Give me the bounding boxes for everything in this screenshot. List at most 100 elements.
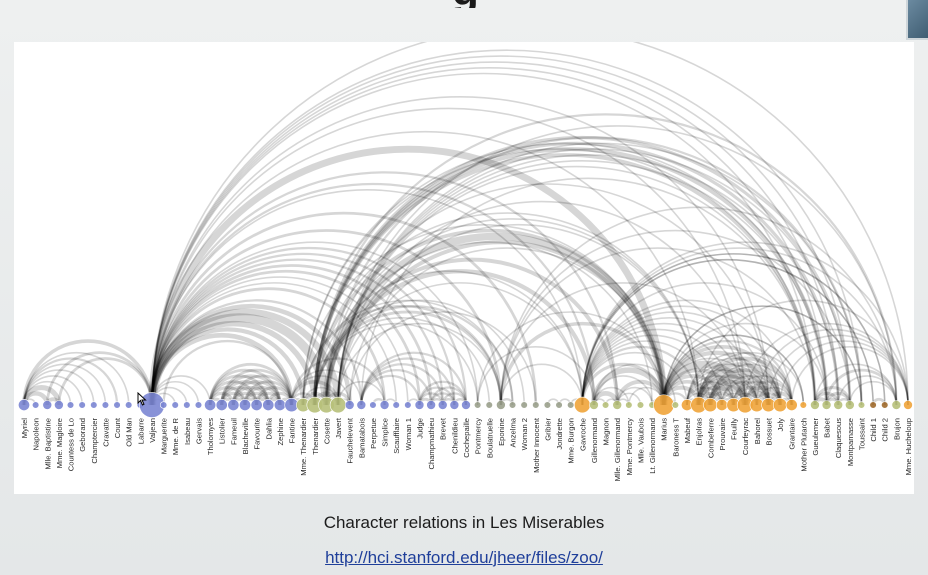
character-node[interactable] [54, 400, 64, 410]
character-label: Gueulemer [811, 418, 820, 456]
character-node[interactable] [426, 400, 436, 410]
character-node[interactable] [799, 401, 807, 409]
arc-link [220, 385, 259, 406]
character-node[interactable] [66, 401, 75, 409]
character-node[interactable] [31, 401, 40, 409]
character-node[interactable] [250, 399, 263, 411]
arc-link [500, 230, 851, 406]
character-node[interactable] [508, 401, 517, 409]
arc-link [744, 322, 909, 406]
arc-link [337, 322, 502, 406]
character-node[interactable] [520, 401, 528, 409]
character-label: Dahlia [264, 417, 273, 439]
character-node[interactable] [78, 401, 86, 409]
arc-link [418, 380, 468, 406]
character-node[interactable] [612, 400, 623, 410]
character-node[interactable] [485, 401, 493, 409]
character-node[interactable] [171, 401, 179, 409]
character-label: Woman 1 [404, 418, 413, 450]
character-node[interactable] [404, 401, 412, 409]
character-label: Perpetue [369, 418, 378, 449]
character-node[interactable] [810, 400, 820, 410]
arc-link [686, 381, 735, 406]
character-node[interactable] [101, 401, 110, 409]
character-node[interactable] [239, 399, 251, 411]
character-node[interactable] [42, 400, 53, 410]
character-node[interactable] [90, 401, 98, 409]
source-link[interactable]: http://hci.stanford.edu/jheer/files/zoo/ [325, 548, 603, 567]
character-node[interactable] [589, 400, 599, 410]
character-node[interactable] [857, 401, 866, 409]
character-node[interactable] [461, 400, 471, 410]
arc-link [581, 334, 723, 406]
character-node[interactable] [703, 397, 718, 413]
character-node[interactable] [772, 397, 788, 413]
character-node[interactable] [555, 401, 563, 409]
character-node[interactable] [369, 401, 377, 409]
arc-link [581, 259, 874, 406]
character-label: Lt. Gillenormand [648, 418, 657, 474]
character-label: Montparnasse [846, 418, 855, 466]
character-node[interactable] [379, 400, 390, 410]
character-node[interactable] [567, 401, 575, 409]
character-node[interactable] [543, 401, 552, 409]
character-label: Mme. Burgon [567, 418, 576, 464]
character-label: Cochepaille [462, 418, 471, 458]
character-node[interactable] [653, 394, 675, 416]
character-node[interactable] [344, 400, 355, 410]
character-node[interactable] [414, 400, 425, 410]
character-node[interactable] [496, 400, 506, 410]
character-node[interactable] [625, 401, 633, 409]
character-node[interactable] [903, 400, 913, 410]
character-node[interactable] [392, 401, 400, 409]
character-node[interactable] [715, 399, 728, 411]
character-node[interactable] [532, 401, 540, 409]
character-node[interactable] [273, 399, 286, 411]
character-label: Enjolras [695, 418, 704, 446]
character-label: Champtercier [90, 418, 99, 464]
arc-link [337, 154, 840, 406]
character-node[interactable] [449, 400, 460, 410]
character-label: Boulatruelle [485, 418, 494, 458]
character-node[interactable] [891, 400, 902, 410]
character-node[interactable] [845, 400, 855, 410]
character-node[interactable] [881, 401, 889, 409]
video-thumbnail[interactable] [906, 0, 928, 40]
character-node[interactable] [833, 400, 844, 410]
character-node[interactable] [356, 400, 367, 410]
arc-link [360, 363, 444, 406]
character-node[interactable] [215, 399, 228, 411]
character-node[interactable] [18, 399, 30, 411]
character-node[interactable] [601, 401, 610, 409]
character-node[interactable] [636, 401, 645, 409]
character-node[interactable] [227, 399, 240, 411]
character-node[interactable] [329, 396, 347, 414]
character-node[interactable] [159, 401, 168, 409]
character-node[interactable] [113, 401, 121, 409]
character-node[interactable] [262, 399, 275, 411]
arc-link [360, 177, 816, 406]
character-label: Mme. Magloire [55, 418, 64, 468]
arc-link [313, 299, 525, 406]
character-label: Scaufflaire [392, 418, 401, 454]
character-node[interactable] [785, 399, 798, 411]
character-node[interactable] [194, 401, 203, 409]
arc-link [337, 143, 863, 406]
character-label: Old Man [125, 418, 134, 447]
character-node[interactable] [183, 401, 191, 409]
character-node[interactable] [204, 399, 217, 411]
arc-link [360, 351, 468, 406]
arc-link [22, 357, 119, 406]
character-node[interactable] [125, 401, 133, 409]
character-label: Champmathieu [427, 418, 436, 470]
character-node[interactable] [869, 401, 877, 409]
arc-link [695, 378, 749, 406]
character-label: Pontmercy [474, 418, 483, 454]
character-node[interactable] [574, 396, 591, 414]
character-node[interactable] [821, 400, 832, 410]
character-label: Cosette [322, 418, 331, 444]
character-node[interactable] [473, 401, 482, 409]
character-node[interactable] [437, 400, 448, 410]
character-node[interactable] [671, 401, 680, 409]
character-label: Marguerite [160, 418, 169, 454]
